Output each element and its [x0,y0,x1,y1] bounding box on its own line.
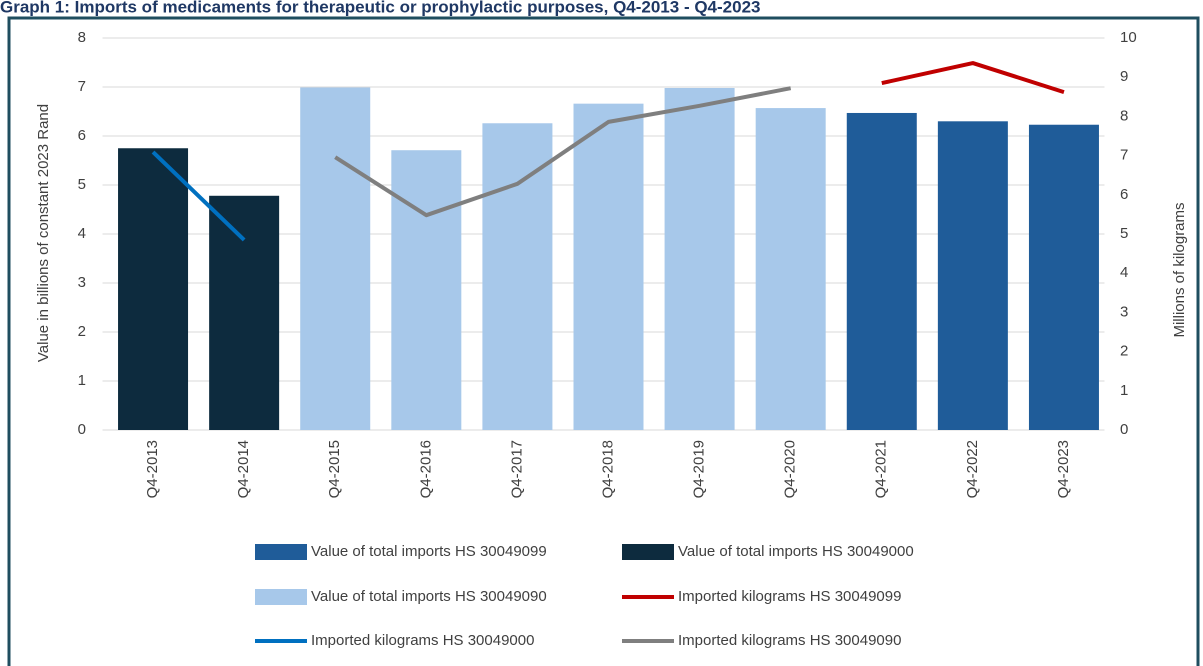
x-tick-label: Q4-2013 [144,440,161,498]
bar [482,123,553,430]
legend-label: Value of total imports HS 30049099 [311,543,547,560]
x-tick-label: Q4-2021 [873,440,890,498]
y2-tick-label: 0 [1120,421,1128,438]
y-axis-label: Value in billions of constant 2023 Rand [35,104,52,362]
legend-label: Value of total imports HS 30049000 [678,543,914,560]
y-tick-label: 3 [78,274,86,291]
y2-tick-label: 1 [1120,382,1128,399]
line [881,61,1065,95]
bar [937,121,1008,431]
y2-tick-label: 8 [1120,107,1128,124]
bar [846,112,917,430]
legend-label: Imported kilograms HS 30049090 [678,632,901,649]
legend-label: Imported kilograms HS 30049099 [678,588,901,605]
bar [755,108,826,430]
y2-tick-label: 7 [1120,147,1128,164]
x-tick-label: Q4-2023 [1055,440,1072,498]
y2-tick-label: 9 [1120,68,1128,85]
x-tick-label: Q4-2022 [964,440,981,498]
legend-label: Value of total imports HS 30049090 [311,588,547,605]
legend-swatch [255,589,307,605]
y-tick-label: 1 [78,372,86,389]
legend-label: Imported kilograms HS 30049000 [311,632,534,649]
y2-tick-label: 2 [1120,343,1128,360]
y-tick-label: 7 [78,78,86,95]
frame [7,16,1200,666]
x-tick-label: Q4-2017 [508,440,525,498]
x-tick-label: Q4-2018 [599,440,616,498]
y2-tick-label: 5 [1120,225,1128,242]
bar [391,150,462,430]
line [334,86,792,218]
x-tick-label: Q4-2016 [417,440,434,498]
bar [300,87,371,431]
bar [573,103,644,430]
y-tick-label: 2 [78,323,86,340]
bar [118,148,189,430]
y2-tick-label: 3 [1120,303,1128,320]
y2-axis-label: Millions of kilograms [1171,202,1188,337]
y-tick-label: 6 [78,127,86,144]
y-tick-label: 4 [78,225,86,242]
y2-tick-label: 6 [1120,186,1128,203]
x-tick-label: Q4-2014 [235,440,252,498]
y-tick-label: 5 [78,176,86,193]
legend-swatch [255,544,307,560]
x-tick-label: Q4-2015 [326,440,343,498]
y2-tick-label: 4 [1120,264,1128,281]
legend-swatch [622,544,674,560]
y-tick-label: 8 [78,29,86,46]
y2-tick-label: 10 [1120,29,1137,46]
y-tick-label: 0 [78,421,86,438]
x-tick-label: Q4-2019 [691,440,708,498]
bar [664,87,735,430]
x-tick-label: Q4-2020 [782,440,799,498]
bar [209,195,280,430]
line [151,150,246,242]
chart-title: Graph 1: Imports of medicaments for ther… [0,0,760,16]
bar [1028,124,1099,430]
